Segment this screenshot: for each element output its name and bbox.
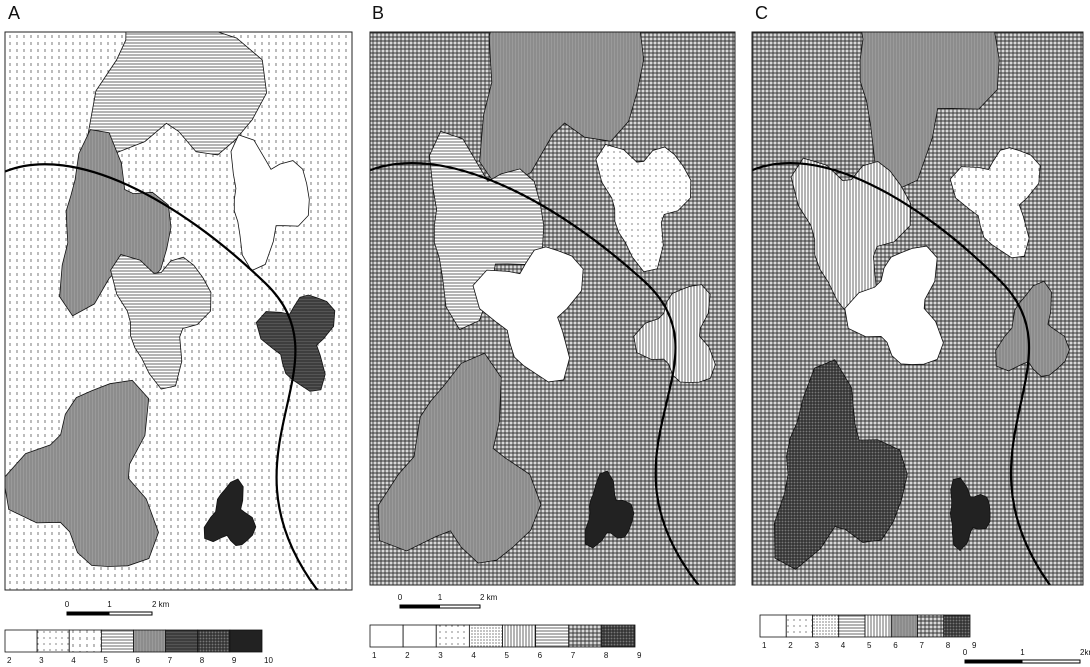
legend-label: 7: [920, 641, 925, 650]
scale-label: 1: [1020, 648, 1025, 657]
scale-label: 1: [107, 600, 112, 609]
legend-label: 8: [200, 656, 205, 665]
legend-box: [198, 630, 230, 652]
map-area: [752, 0, 1083, 585]
legend-box: [403, 625, 436, 647]
figure: A 0 1 2 km 2 3 4 5 6 7 8 9 10 B 0 1 2 km 1 2 3 4 5 6 7 8 9 C 0 1 2km 1…: [0, 0, 1090, 667]
scale-bar-fill: [965, 660, 1023, 663]
scale-bar-fill: [67, 612, 110, 615]
legend-box: [813, 615, 839, 637]
panel-label: C: [755, 3, 768, 23]
legend-box: [865, 615, 891, 637]
map-area: [4, 0, 353, 590]
map-panel: C 0 1 2km 1 2 3 4 5 6 7 8 9: [752, 0, 1090, 663]
legend-label: 5: [505, 651, 510, 660]
legend-label: 4: [71, 656, 76, 665]
legend-box: [69, 630, 101, 652]
scale-bar-fill: [400, 605, 440, 608]
legend-label: 9: [637, 651, 642, 660]
legend-label: 3: [815, 641, 820, 650]
legend-label: 1: [762, 641, 767, 650]
legend-label: 5: [103, 656, 108, 665]
scale-label: 0: [398, 593, 403, 602]
legend-label: 2: [405, 651, 410, 660]
legend-label: 6: [538, 651, 543, 660]
legend-label: 5: [867, 641, 872, 650]
legend-box: [436, 625, 469, 647]
legend-box: [134, 630, 166, 652]
legend-box: [101, 630, 133, 652]
legend-box: [503, 625, 536, 647]
panel-label: B: [372, 3, 384, 23]
legend-box: [944, 615, 970, 637]
legend-label: 9: [972, 641, 977, 650]
legend-label: 4: [841, 641, 846, 650]
legend-box: [37, 630, 69, 652]
legend-label: 6: [136, 656, 141, 665]
legend-box: [166, 630, 198, 652]
panel-label: A: [8, 3, 20, 23]
legend-box: [602, 625, 635, 647]
map-area: [370, 0, 735, 585]
legend-label: 1: [372, 651, 377, 660]
legend-label: 10: [264, 656, 273, 665]
legend-label: 2: [788, 641, 793, 650]
legend-box: [891, 615, 917, 637]
legend-box: [536, 625, 569, 647]
legend-label: 6: [893, 641, 898, 650]
legend-box: [839, 615, 865, 637]
scale-label: 1: [438, 593, 443, 602]
scale-label: 0: [963, 648, 968, 657]
legend-box: [569, 625, 602, 647]
legend-label: 2: [7, 656, 12, 665]
legend-box: [5, 630, 37, 652]
scale-label: 0: [65, 600, 70, 609]
legend-label: 7: [168, 656, 173, 665]
legend-box: [786, 615, 812, 637]
legend-label: 8: [604, 651, 609, 660]
legend-box: [370, 625, 403, 647]
legend-label: 3: [438, 651, 443, 660]
legend-box: [918, 615, 944, 637]
scale-label: 2 km: [152, 600, 170, 609]
legend-label: 9: [232, 656, 237, 665]
legend-label: 8: [946, 641, 951, 650]
legend-box: [760, 615, 786, 637]
legend-box: [230, 630, 262, 652]
legend-label: 4: [471, 651, 476, 660]
map-panel: A 0 1 2 km 2 3 4 5 6 7 8 9 10: [4, 0, 353, 665]
scale-label: 2 km: [480, 593, 498, 602]
legend-box: [469, 625, 502, 647]
map-panel: B 0 1 2 km 1 2 3 4 5 6 7 8 9: [370, 0, 735, 660]
legend-label: 7: [571, 651, 576, 660]
legend-label: 3: [39, 656, 44, 665]
scale-label: 2km: [1080, 648, 1090, 657]
